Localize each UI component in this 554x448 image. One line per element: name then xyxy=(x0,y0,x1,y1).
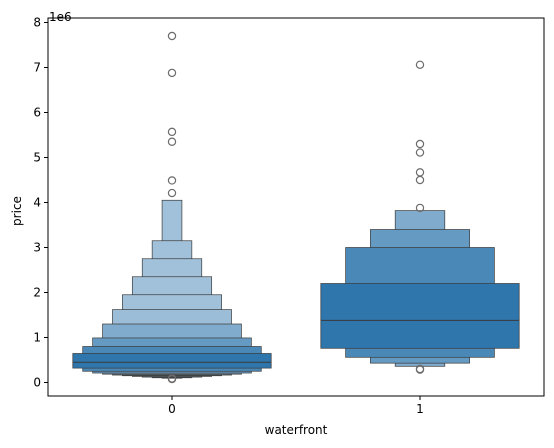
x-tick-label: 0 xyxy=(168,402,176,416)
y-tick-label: 1 xyxy=(33,331,41,345)
outlier-point-1-4 xyxy=(415,175,425,185)
outlier-point-0-1 xyxy=(167,68,177,78)
outlier-point-0-8 xyxy=(167,374,177,384)
x-tick-label: 1 xyxy=(416,402,424,416)
y-axis-label: price xyxy=(10,196,24,226)
y-tick-label: 3 xyxy=(33,241,41,255)
outlier-point-0-4 xyxy=(167,176,177,185)
outlier-point-0-2 xyxy=(167,127,177,137)
y-tick-label: 6 xyxy=(33,106,41,120)
plot-frame xyxy=(47,17,545,397)
outlier-point-0-0 xyxy=(167,31,177,41)
y-tick-label: 4 xyxy=(33,196,41,210)
y-axis-ticks: 0 1 2 3 4 5 6 7 8 xyxy=(33,16,48,390)
outlier-point-1-7 xyxy=(415,365,425,374)
y-tick-label: 8 xyxy=(33,16,41,30)
outlier-point-1-5 xyxy=(415,203,425,213)
boxen-box-1-0 xyxy=(320,283,520,349)
x-axis-label: waterfront xyxy=(265,423,328,437)
outliers-layer xyxy=(167,31,425,384)
y-tick-label: 2 xyxy=(33,286,41,300)
outlier-point-1-3 xyxy=(415,168,425,177)
outlier-point-0-3 xyxy=(167,137,177,146)
outlier-point-1-0 xyxy=(415,60,425,70)
y-tick-label: 5 xyxy=(33,151,41,165)
y-tick-label: 7 xyxy=(33,61,41,75)
outlier-point-1-2 xyxy=(415,148,425,157)
y-tick-label: 0 xyxy=(33,376,41,390)
y-offset-label: 1e6 xyxy=(49,10,72,24)
boxes-layer xyxy=(72,199,520,379)
outlier-point-0-5 xyxy=(167,188,177,198)
boxen-box-0-0 xyxy=(72,353,272,369)
outlier-point-1-1 xyxy=(415,139,425,149)
